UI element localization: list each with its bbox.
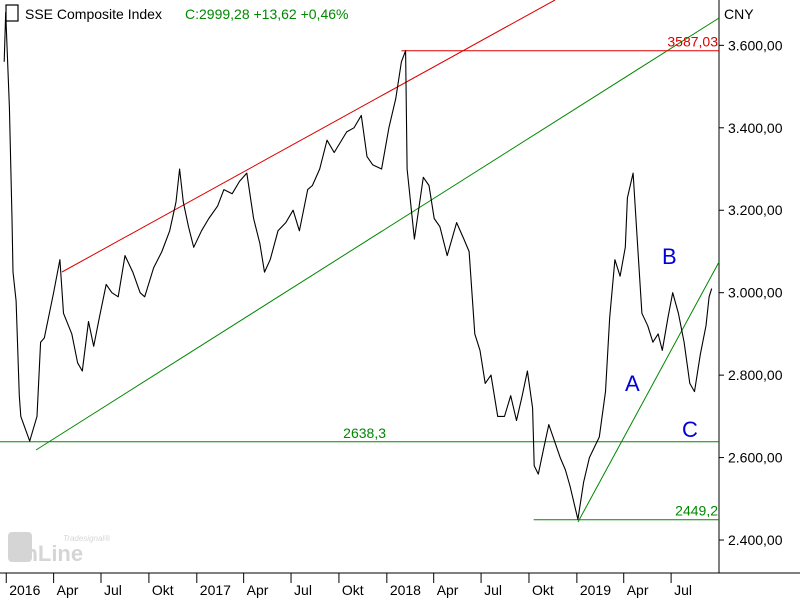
y-tick-label: 3.400,00 (728, 120, 783, 136)
x-tick-label: Jul (104, 582, 122, 598)
level-label: 2449,2 (675, 503, 718, 519)
y-tick-label: 2.800,00 (728, 367, 783, 383)
y-tick-label: 2.600,00 (728, 450, 783, 466)
price-series-line (3, 11, 713, 520)
chart-title: SSE Composite Index (25, 6, 162, 22)
x-tick-label: Apr (437, 582, 459, 598)
lower-channel-line (35, 17, 720, 451)
x-tick-label: Apr (57, 582, 79, 598)
level-label: 3587,03 (667, 34, 718, 50)
x-tick-label: Okt (532, 582, 554, 598)
instrument-icon (5, 4, 19, 22)
x-tick-label: Okt (152, 582, 174, 598)
svg-text:onLine: onLine (11, 541, 83, 566)
y-tick-label: 3.200,00 (728, 202, 783, 218)
chart-header: SSE Composite Index C:2999,28 +13,62 +0,… (5, 4, 754, 22)
x-tick-label: Okt (342, 582, 364, 598)
currency-label: CNY (724, 6, 754, 22)
y-tick-label: 3.600,00 (728, 37, 783, 53)
tradesignal-logo: Tradesignal® onLine (8, 532, 110, 566)
svg-text:Tradesignal®: Tradesignal® (63, 534, 110, 543)
y-tick-label: 2.400,00 (728, 532, 783, 548)
x-tick-label: 2017 (200, 582, 231, 598)
wave-label: B (662, 244, 677, 269)
x-tick-label: Jul (484, 582, 502, 598)
wave-label: C (682, 417, 698, 442)
quote-readout: C:2999,28 +13,62 +0,46% (185, 6, 348, 22)
upper-channel-line (61, 0, 556, 273)
rebound-trend-line (577, 261, 720, 523)
x-tick-label: 2018 (390, 582, 421, 598)
wave-label: A (625, 371, 640, 396)
x-tick-label: 2019 (580, 582, 611, 598)
level-label: 2638,3 (343, 425, 386, 441)
x-tick-label: Jul (294, 582, 312, 598)
x-tick-label: Apr (627, 582, 649, 598)
x-tick-label: Apr (247, 582, 269, 598)
y-tick-label: 3.000,00 (728, 285, 783, 301)
x-tick-label: 2016 (9, 582, 40, 598)
x-tick-label: Jul (674, 582, 692, 598)
